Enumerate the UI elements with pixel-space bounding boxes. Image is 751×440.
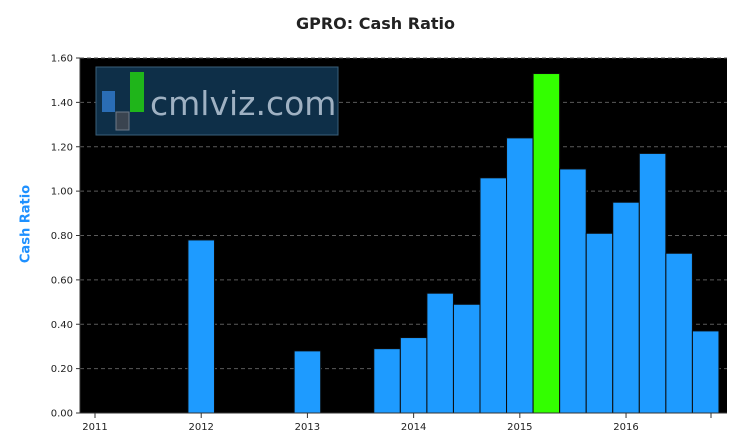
y-tick-label: 0.40 bbox=[51, 320, 73, 331]
y-tick-label: 1.60 bbox=[51, 54, 73, 65]
cmlviz-watermark: cmlviz.com bbox=[95, 66, 339, 136]
bar-highlighted bbox=[532, 73, 561, 414]
bar bbox=[452, 303, 481, 414]
watermark-text: cmlviz.com bbox=[150, 84, 336, 123]
bar bbox=[399, 337, 428, 414]
x-tick-label: 2012 bbox=[188, 422, 213, 433]
bar bbox=[293, 350, 322, 414]
y-tick-label: 1.40 bbox=[51, 98, 73, 109]
bar bbox=[479, 177, 508, 414]
bar bbox=[638, 152, 667, 414]
chart-title: GPRO: Cash Ratio bbox=[295, 14, 455, 33]
bar bbox=[559, 168, 587, 414]
axes: 0.00 0.20 0.40 0.60 0.80 1.00 1.20 1.40 1.60 2011… bbox=[51, 54, 727, 433]
watermark-logo-gray-block bbox=[115, 111, 130, 131]
watermark-logo-blue-block bbox=[102, 91, 115, 112]
x-tick-label: 2015 bbox=[507, 422, 532, 433]
y-tick-label: 0.20 bbox=[51, 364, 73, 375]
x-tick-label: 2014 bbox=[401, 422, 426, 433]
y-tick-label: 0.00 bbox=[51, 409, 73, 420]
y-tick-label: 1.00 bbox=[51, 187, 73, 198]
y-tick-label: 0.80 bbox=[51, 231, 73, 242]
bar bbox=[585, 232, 614, 414]
bar bbox=[426, 292, 454, 414]
bar bbox=[665, 252, 693, 414]
x-tick-label: 2013 bbox=[295, 422, 320, 433]
bar bbox=[612, 201, 640, 414]
x-tick-label: 2016 bbox=[613, 422, 638, 433]
bar bbox=[506, 137, 534, 414]
y-tick-label: 0.60 bbox=[51, 275, 73, 286]
watermark-logo-green-block bbox=[130, 72, 144, 112]
y-tick-label: 1.20 bbox=[51, 142, 73, 153]
bar-series bbox=[187, 73, 720, 414]
bar bbox=[691, 330, 720, 414]
bar bbox=[187, 239, 215, 414]
bar bbox=[373, 348, 401, 414]
x-tick-label: 2011 bbox=[82, 422, 107, 433]
